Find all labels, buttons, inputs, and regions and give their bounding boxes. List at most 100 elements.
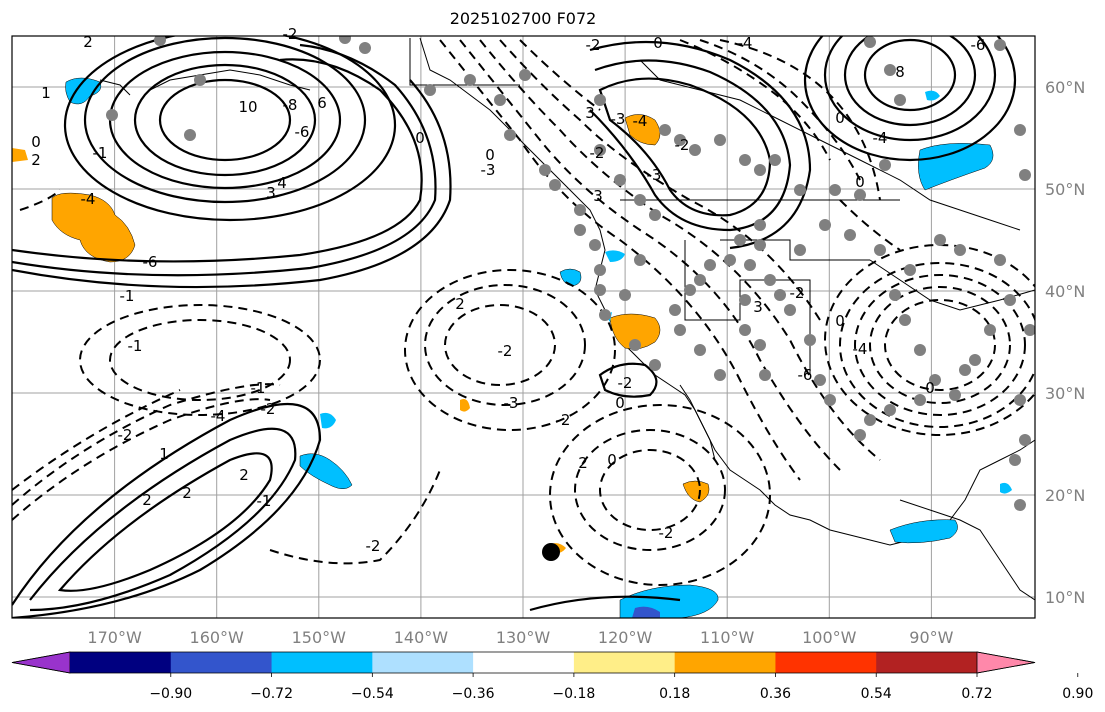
station-dot xyxy=(694,274,706,286)
contour-label: -4 xyxy=(633,112,648,130)
station-dot xyxy=(629,339,641,351)
tc-marker xyxy=(542,543,560,561)
station-dot xyxy=(339,36,351,44)
contour-label: 2 xyxy=(142,491,152,509)
contour-label: 2 xyxy=(182,484,192,502)
colorbar-tick-label: 0.54 xyxy=(861,686,892,702)
station-dot xyxy=(359,42,371,54)
station-dot xyxy=(1024,324,1035,336)
station-dot xyxy=(154,36,166,46)
station-dot xyxy=(1014,124,1026,136)
lon-label: 130°W xyxy=(496,628,551,647)
station-dot xyxy=(914,344,926,356)
colorbar-tick-label: −0.72 xyxy=(250,686,293,702)
station-dot xyxy=(634,194,646,206)
station-dot xyxy=(184,129,196,141)
station-dot xyxy=(814,374,826,386)
station-dot xyxy=(1014,394,1026,406)
station-dot xyxy=(574,204,586,216)
station-dot xyxy=(634,254,646,266)
contour-label: -8 xyxy=(283,96,298,114)
station-dot xyxy=(684,284,696,296)
station-dot xyxy=(984,324,996,336)
contour-label: 3 xyxy=(266,184,276,202)
lon-label: 140°W xyxy=(394,628,449,647)
contour-label: -2 xyxy=(556,411,571,429)
station-dot xyxy=(769,154,781,166)
contour-label: 6 xyxy=(317,94,327,112)
contour-label: -6 xyxy=(295,123,310,141)
colorbar-segment xyxy=(473,652,575,673)
map-frame xyxy=(11,35,1036,619)
contour-label: 3 xyxy=(753,298,763,316)
station-dot xyxy=(649,209,661,221)
contour-label: 2 xyxy=(578,454,588,472)
station-dot xyxy=(1009,454,1021,466)
contour-label: 0 xyxy=(607,451,617,469)
contour-label: 0 xyxy=(415,129,425,147)
station-dot xyxy=(1019,434,1031,446)
station-dot xyxy=(874,244,886,256)
anomaly-patches xyxy=(12,77,1012,618)
contour-label: 0 xyxy=(485,146,495,164)
station-dot xyxy=(754,219,766,231)
colorbar-extend-high xyxy=(976,651,1036,674)
station-dot xyxy=(784,304,796,316)
station-dot xyxy=(994,39,1006,51)
latitude-labels: 60°N 50°N 40°N 30°N 20°N 10°N xyxy=(1045,78,1085,607)
station-dot xyxy=(764,274,776,286)
contour-label: 1 xyxy=(41,84,51,102)
station-dot xyxy=(594,284,606,296)
station-dot xyxy=(424,84,436,96)
negative-contours xyxy=(12,39,1035,586)
station-dot xyxy=(824,394,836,406)
station-dot xyxy=(754,164,766,176)
station-dot xyxy=(724,254,736,266)
contour-label: -1 xyxy=(257,492,272,510)
station-dot xyxy=(589,239,601,251)
contour-label: -2 xyxy=(118,426,133,444)
contour-label: 0 xyxy=(855,173,865,191)
station-dot xyxy=(739,324,751,336)
station-dot xyxy=(674,324,686,336)
contour-label: 1 xyxy=(159,445,169,463)
station-dot xyxy=(754,339,766,351)
colorbar xyxy=(11,651,1036,674)
station-dot xyxy=(934,234,946,246)
contour-label: -2 xyxy=(366,537,381,555)
station-dot xyxy=(599,309,611,321)
station-dot xyxy=(884,64,896,76)
contour-label: -4 xyxy=(211,407,226,425)
contour-label: -1 xyxy=(128,337,143,355)
station-dot xyxy=(1019,169,1031,181)
contour-label: -2 xyxy=(283,25,298,43)
lat-label: 10°N xyxy=(1045,588,1085,607)
lon-label: 170°W xyxy=(87,628,142,647)
station-dot xyxy=(494,94,506,106)
station-dot xyxy=(549,179,561,191)
colorbar-segment xyxy=(876,652,978,673)
lat-label: 30°N xyxy=(1045,384,1085,403)
colorbar-segment xyxy=(674,652,776,673)
colorbar-segment xyxy=(775,652,877,673)
lat-label: 40°N xyxy=(1045,282,1085,301)
colorbar-tick-label: −0.36 xyxy=(452,686,495,702)
contour-label: -3 xyxy=(504,394,519,412)
colorbar-tick-label: 0.72 xyxy=(961,686,992,702)
station-dot xyxy=(734,234,746,246)
contour-label: -6 xyxy=(971,36,986,54)
contour-label: -1 xyxy=(93,144,108,162)
contour-label: -2 xyxy=(590,144,605,162)
colorbar-tick-label: 0.90 xyxy=(1062,686,1093,702)
station-dot xyxy=(619,289,631,301)
colorbar-segment xyxy=(271,652,373,673)
contour-label: -4 xyxy=(738,34,753,52)
station-dot xyxy=(1004,294,1016,306)
contour-label: -6 xyxy=(143,253,158,271)
lon-label: 120°W xyxy=(598,628,653,647)
station-dot xyxy=(714,369,726,381)
contour-label: -2 xyxy=(261,400,276,418)
contour-label: -4 xyxy=(853,340,868,358)
station-dot xyxy=(759,369,771,381)
